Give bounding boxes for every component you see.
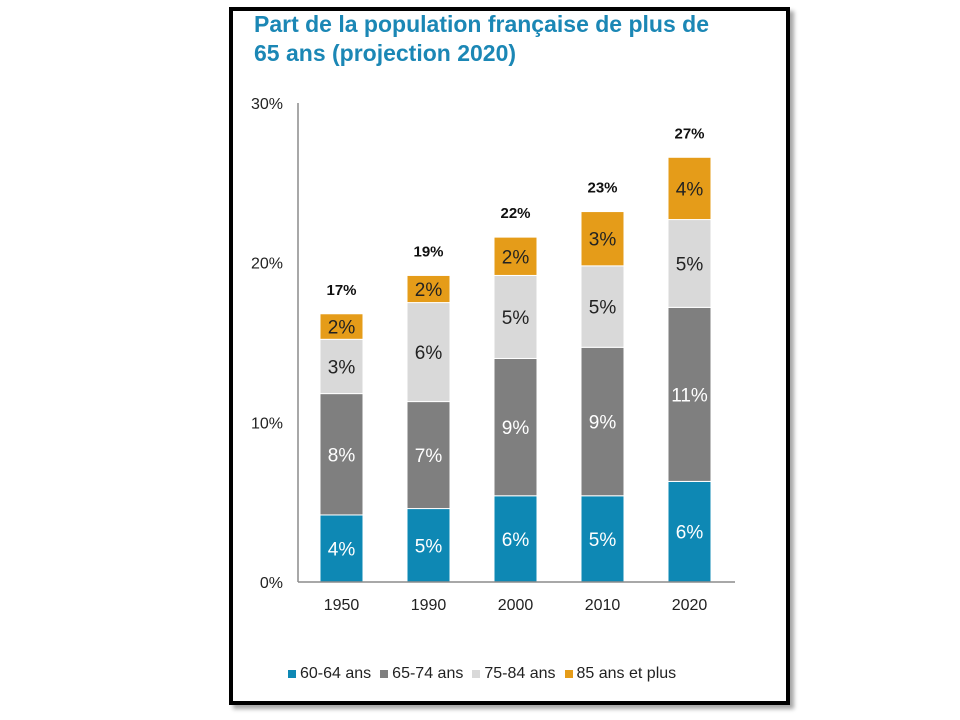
bar-segment: [319, 514, 364, 583]
legend-item: 60-64 ans: [288, 665, 371, 683]
data-label: 4%: [676, 179, 704, 200]
chart-title: Part de la population française de plus …: [254, 10, 754, 68]
x-tick-label: 2010: [585, 597, 621, 614]
data-label: 6%: [676, 523, 704, 544]
y-tick-label: 0%: [260, 575, 283, 592]
legend-item: 65-74 ans: [380, 665, 463, 683]
y-tick-label: 30%: [251, 96, 283, 113]
x-tick-label: 2000: [498, 597, 534, 614]
y-tick-label: 10%: [251, 415, 283, 432]
bar-segment: [667, 156, 712, 221]
total-label: 17%: [326, 282, 356, 299]
data-label: 5%: [589, 530, 617, 551]
legend-item: 85 ans et plus: [564, 665, 677, 683]
data-label: 8%: [328, 445, 356, 466]
data-label: 5%: [589, 298, 617, 319]
data-label: 5%: [415, 536, 443, 557]
data-label: 2%: [415, 280, 443, 301]
legend-swatch: [380, 670, 389, 678]
data-label: 9%: [589, 413, 617, 434]
total-label: 27%: [674, 125, 704, 142]
x-tick-label: 2020: [672, 597, 708, 614]
bar-segment: [319, 393, 364, 516]
chart-title-line-2: 65 ans (projection 2020): [254, 40, 517, 66]
y-tick-label: 20%: [251, 256, 283, 273]
bar-segment: [580, 265, 625, 348]
data-label: 3%: [328, 357, 356, 378]
legend-label: 60-64 ans: [300, 665, 372, 682]
legend-swatch: [472, 670, 481, 678]
data-label: 7%: [415, 446, 443, 467]
legend-label: 85 ans et plus: [576, 665, 677, 682]
total-label: 23%: [587, 180, 617, 197]
data-label: 5%: [502, 308, 530, 329]
legend-label: 65-74 ans: [392, 665, 464, 682]
total-label: 19%: [413, 243, 443, 260]
bar-segment: [406, 274, 451, 304]
bar-segment: [667, 219, 712, 308]
data-label: 6%: [415, 343, 443, 364]
bar-segment: [406, 508, 451, 583]
legend-label: 75-84 ans: [484, 665, 556, 682]
bar-segment: [580, 346, 625, 497]
data-label: 9%: [502, 418, 530, 439]
bar-segment: [580, 211, 625, 267]
data-label: 11%: [671, 385, 708, 406]
x-tick-label: 1990: [411, 597, 447, 614]
data-label: 2%: [328, 318, 356, 339]
legend-swatch: [288, 670, 296, 678]
bar-segment: [667, 480, 712, 583]
bar-segment: [580, 495, 625, 583]
chart-legend: 60-64 ans 65-74 ans 75-84 ans 85 ans et plu…: [288, 662, 685, 686]
bar-segment: [667, 306, 712, 482]
data-label: 3%: [589, 230, 617, 251]
bar-segment: [319, 338, 364, 395]
bar-segment: [319, 313, 364, 340]
chart-title-line-1: Part de la population française de plus …: [254, 11, 709, 37]
legend-swatch: [564, 670, 573, 678]
legend-item: 75-84 ans: [472, 665, 556, 683]
bar-segment: [406, 401, 451, 510]
x-tick-label: 1950: [324, 597, 360, 614]
bar-segment: [493, 274, 538, 359]
data-label: 6%: [502, 530, 530, 551]
data-label: 5%: [676, 254, 704, 275]
data-label: 4%: [328, 539, 356, 560]
data-label: 2%: [502, 247, 530, 268]
total-label: 22%: [500, 205, 530, 222]
bar-segment: [493, 236, 538, 276]
bar-segment: [493, 357, 538, 497]
bar-segment: [406, 302, 451, 403]
bar-segment: [493, 495, 538, 583]
